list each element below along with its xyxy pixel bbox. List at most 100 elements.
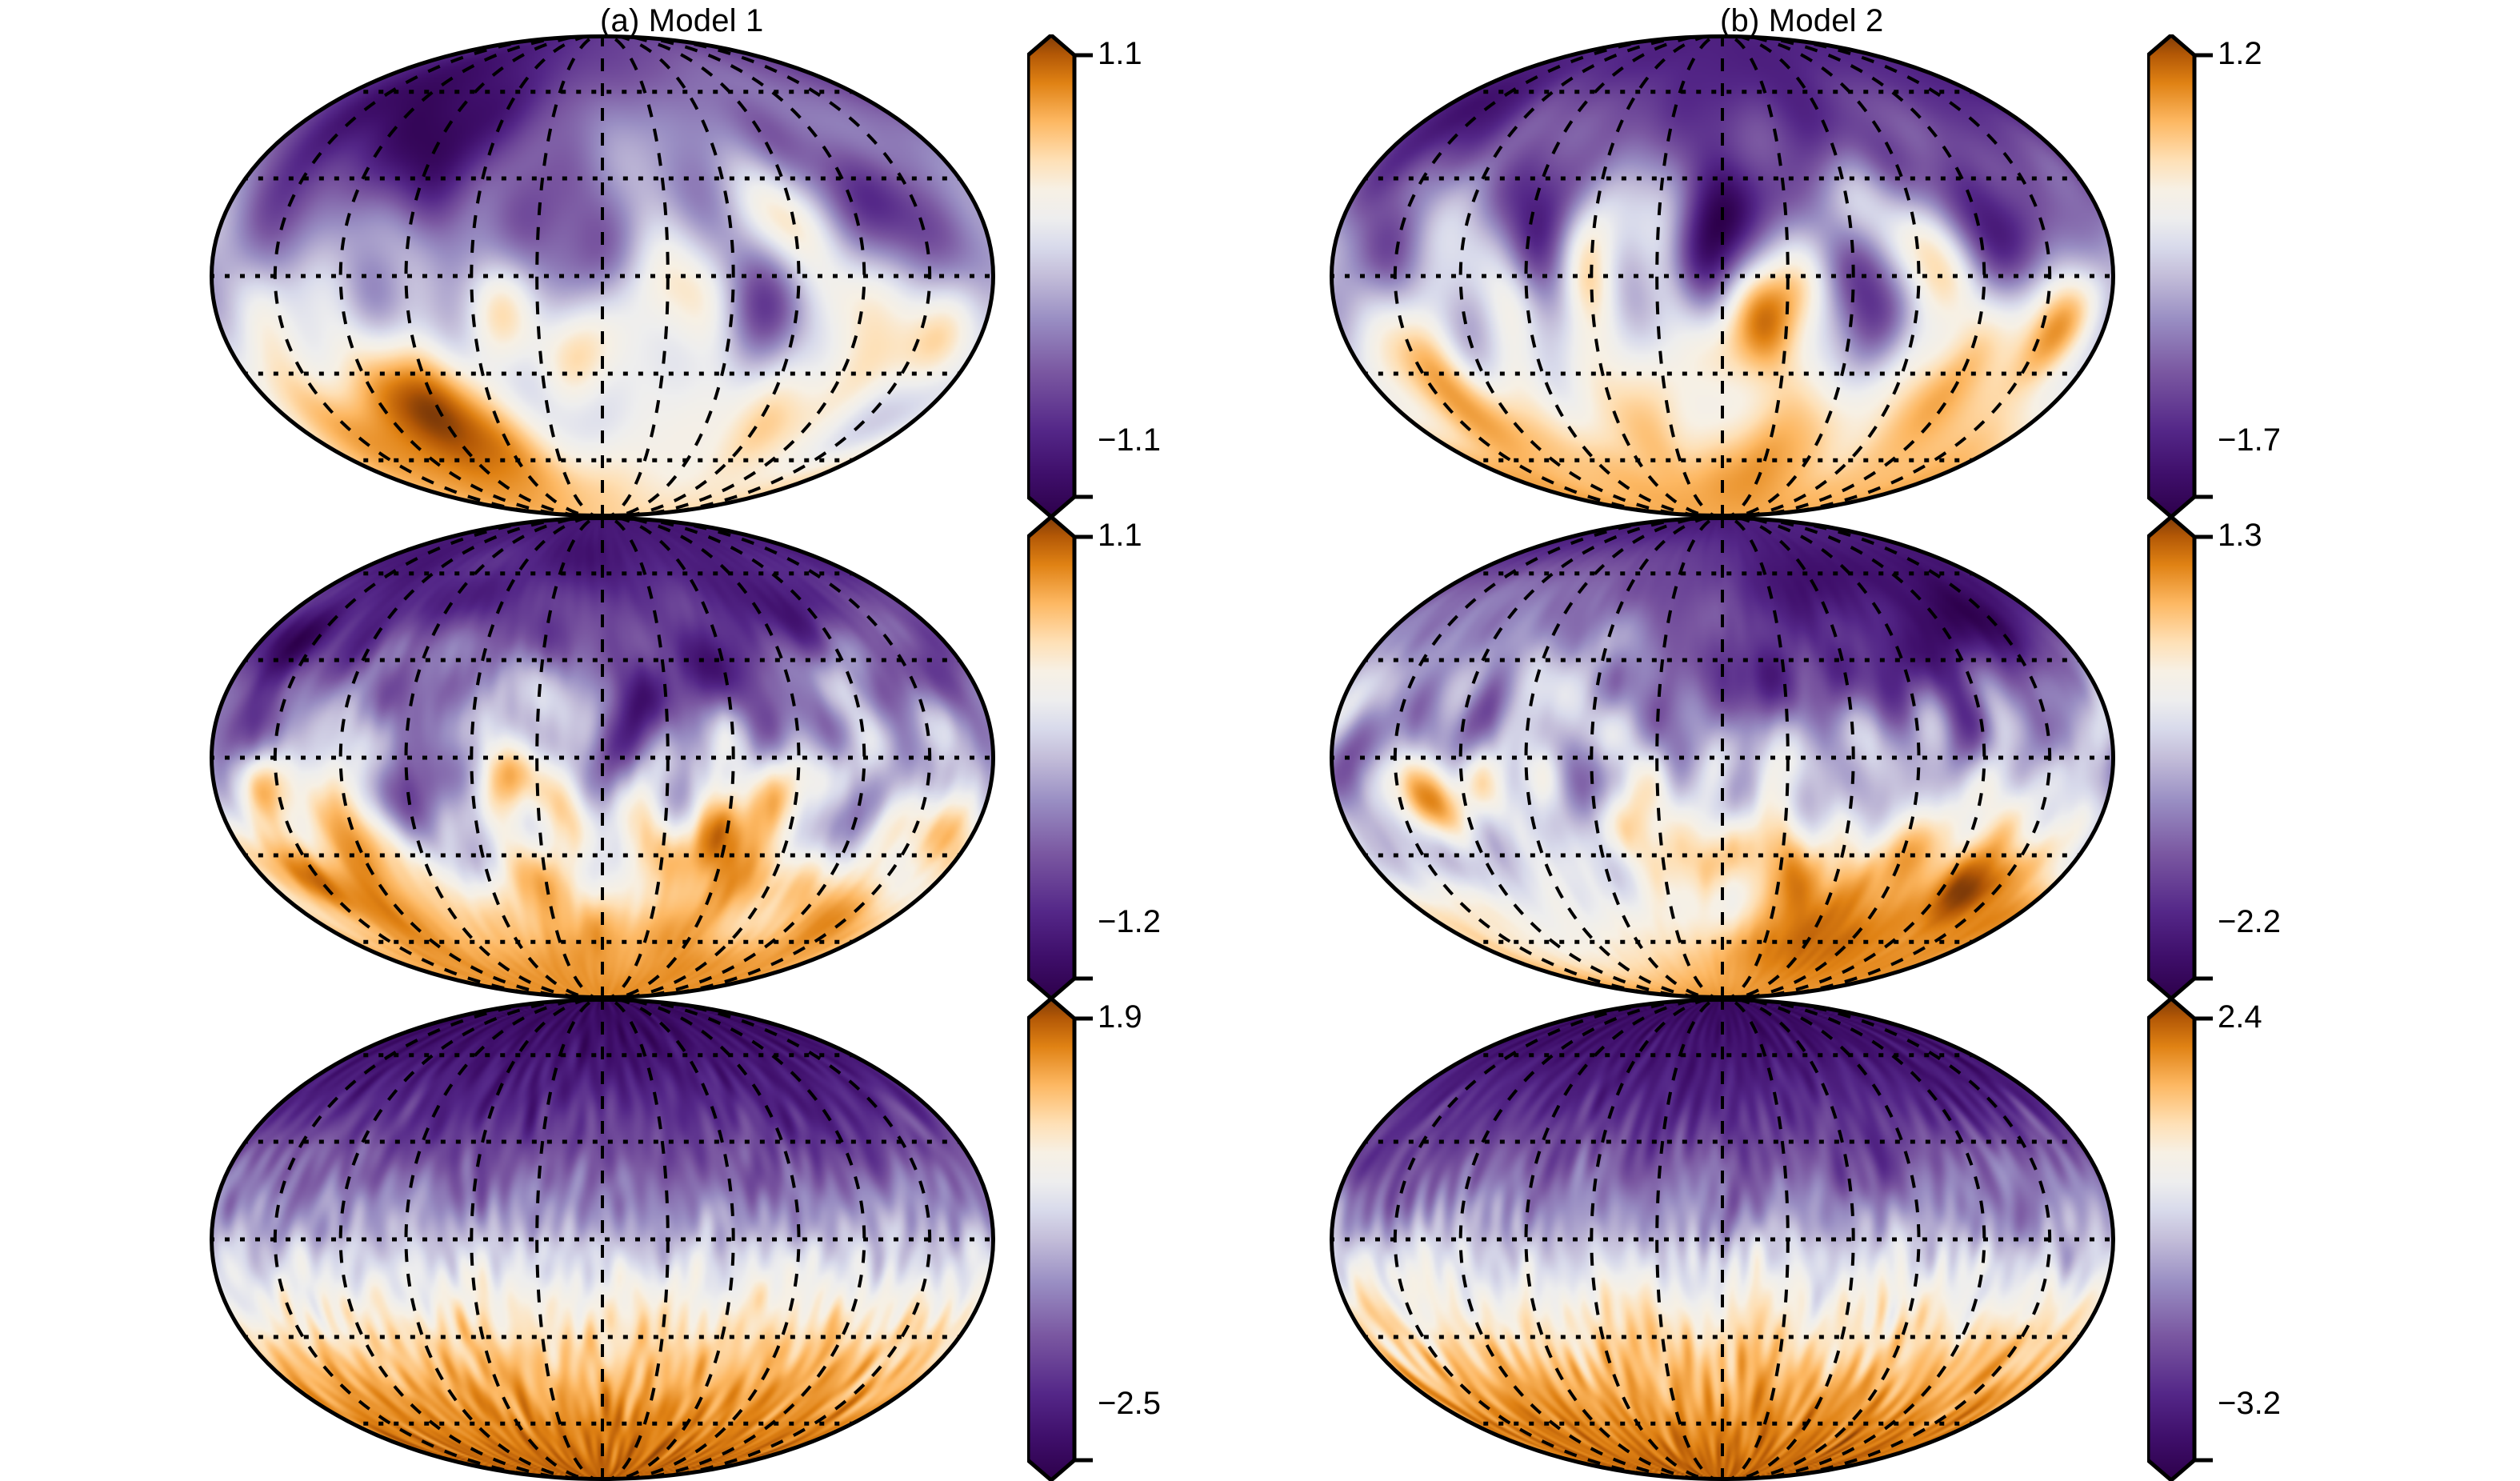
graticule-meridian--120 bbox=[1458, 517, 1723, 999]
graticule-meridian-30 bbox=[602, 999, 670, 1480]
colorbar-max-label-panel-b3: 2.4 bbox=[2218, 999, 2262, 1035]
mollweide-map-panel-b3 bbox=[1330, 998, 2115, 1481]
colorbar-min-label-panel-a3: −2.5 bbox=[1098, 1386, 1161, 1421]
graticule-meridian--60 bbox=[1590, 35, 1723, 517]
map-outline bbox=[210, 516, 995, 999]
colorbar-panel-panel-a3 bbox=[1027, 998, 1096, 1481]
mollweide-map-panel-a2 bbox=[210, 516, 995, 999]
graticule-meridian-30 bbox=[1722, 517, 1790, 999]
colorbar-max-label-panel-a2: 1.1 bbox=[1098, 518, 1142, 553]
mollweide-map-panel-a1 bbox=[210, 34, 995, 518]
graticule-meridian-60 bbox=[1722, 999, 1855, 1480]
map-panel-panel-a1 bbox=[210, 34, 995, 518]
graticule-meridian--60 bbox=[1590, 517, 1723, 999]
mollweide-map-panel-b2 bbox=[1330, 516, 2115, 999]
graticule-meridian--120 bbox=[1458, 999, 1723, 1480]
panel-title-model-2: (b) Model 2 bbox=[1720, 3, 1884, 38]
colorbar-max-label-panel-a3: 1.9 bbox=[1098, 999, 1142, 1035]
graticule-meridian--150 bbox=[1393, 35, 1723, 517]
colorbar-min-label-panel-a2: −1.2 bbox=[1098, 904, 1161, 939]
colorbar-panel-b2 bbox=[2147, 516, 2213, 999]
graticule-meridian--150 bbox=[273, 999, 603, 1480]
colorbar-min-label-panel-b2: −2.2 bbox=[2218, 904, 2281, 939]
map-outline bbox=[1330, 516, 2115, 999]
map-panel-panel-b1 bbox=[1330, 34, 2115, 518]
map-panel-panel-b2 bbox=[1330, 516, 2115, 999]
colorbar-min-label-panel-b1: −1.7 bbox=[2218, 422, 2281, 458]
graticule-meridian-90 bbox=[1722, 35, 1921, 517]
graticule-meridian--150 bbox=[1393, 517, 1723, 999]
graticule-meridian-150 bbox=[602, 517, 932, 999]
graticule-meridian-90 bbox=[602, 35, 801, 517]
graticule-meridian-60 bbox=[602, 35, 735, 517]
colorbar-panel-a2 bbox=[1027, 516, 1093, 999]
colorbar-panel-b1 bbox=[2147, 34, 2213, 518]
mollweide-map-panel-a3 bbox=[210, 998, 995, 1481]
panel-title-model-1: (a) Model 1 bbox=[600, 3, 764, 38]
graticule-meridian--90 bbox=[404, 999, 603, 1480]
graticule-meridian--90 bbox=[1524, 517, 1723, 999]
graticule-meridian--150 bbox=[273, 517, 603, 999]
graticule-meridian--30 bbox=[535, 35, 603, 517]
graticule-meridian-120 bbox=[602, 517, 866, 999]
colorbar-panel-panel-b1 bbox=[2147, 34, 2216, 518]
graticule-meridian-90 bbox=[1722, 999, 1921, 1480]
colorbar-panel-panel-a1 bbox=[1027, 34, 1096, 518]
graticule-meridian-60 bbox=[602, 517, 735, 999]
graticule-meridian--90 bbox=[404, 35, 603, 517]
graticule-meridian--120 bbox=[1458, 35, 1723, 517]
graticule-meridian-60 bbox=[602, 999, 735, 1480]
colorbar-max-label-panel-b2: 1.3 bbox=[2218, 518, 2262, 553]
mollweide-map-panel-b1 bbox=[1330, 34, 2115, 518]
graticule-meridian--60 bbox=[470, 517, 603, 999]
graticule-meridian-30 bbox=[1722, 35, 1790, 517]
colorbar-panel-b3 bbox=[2147, 998, 2213, 1481]
graticule-meridian--30 bbox=[535, 517, 603, 999]
graticule-meridian-120 bbox=[1722, 35, 1986, 517]
colorbar-gradient bbox=[1027, 34, 1077, 518]
map-outline bbox=[1330, 998, 2115, 1481]
map-outline bbox=[210, 34, 995, 518]
graticule-meridian--30 bbox=[535, 999, 603, 1480]
graticule-meridian--60 bbox=[470, 35, 603, 517]
graticule-meridian--60 bbox=[470, 999, 603, 1480]
colorbar-panel-panel-b2 bbox=[2147, 516, 2216, 999]
colorbar-gradient bbox=[2147, 998, 2197, 1481]
graticule-meridian-30 bbox=[602, 35, 670, 517]
graticule-meridian-30 bbox=[1722, 999, 1790, 1480]
colorbar-max-label-panel-a1: 1.1 bbox=[1098, 36, 1142, 71]
graticule-meridian-30 bbox=[602, 517, 670, 999]
graticule-meridian--150 bbox=[1393, 999, 1723, 1480]
colorbar-panel-a3 bbox=[1027, 998, 1093, 1481]
map-panel-panel-a2 bbox=[210, 516, 995, 999]
graticule-meridian-60 bbox=[1722, 35, 1855, 517]
map-outline bbox=[1330, 34, 2115, 518]
graticule-meridian--90 bbox=[1524, 35, 1723, 517]
colorbar-gradient bbox=[2147, 34, 2197, 518]
graticule-meridian-90 bbox=[602, 999, 801, 1480]
colorbar-max-label-panel-b1: 1.2 bbox=[2218, 36, 2262, 71]
graticule-meridian-120 bbox=[602, 35, 866, 517]
graticule-meridian-60 bbox=[1722, 517, 1855, 999]
colorbar-panel-panel-b3 bbox=[2147, 998, 2216, 1481]
map-panel-panel-a3 bbox=[210, 998, 995, 1481]
map-panel-panel-b3 bbox=[1330, 998, 2115, 1481]
graticule-meridian--120 bbox=[338, 999, 603, 1480]
map-outline bbox=[210, 998, 995, 1481]
graticule-meridian-120 bbox=[602, 999, 866, 1480]
graticule-meridian--90 bbox=[1524, 999, 1723, 1480]
colorbar-panel-panel-a2 bbox=[1027, 516, 1096, 999]
graticule-meridian-150 bbox=[602, 35, 932, 517]
graticule-meridian--120 bbox=[338, 517, 603, 999]
colorbar-panel-a1 bbox=[1027, 34, 1093, 518]
graticule-meridian-90 bbox=[1722, 517, 1921, 999]
graticule-meridian-150 bbox=[1722, 35, 2052, 517]
colorbar-min-label-panel-a1: −1.1 bbox=[1098, 422, 1161, 458]
graticule-meridian-120 bbox=[1722, 517, 1986, 999]
graticule-meridian--150 bbox=[273, 35, 603, 517]
graticule-meridian--120 bbox=[338, 35, 603, 517]
colorbar-gradient bbox=[1027, 998, 1077, 1481]
graticule-meridian--30 bbox=[1655, 999, 1723, 1480]
graticule-meridian-150 bbox=[602, 999, 932, 1480]
